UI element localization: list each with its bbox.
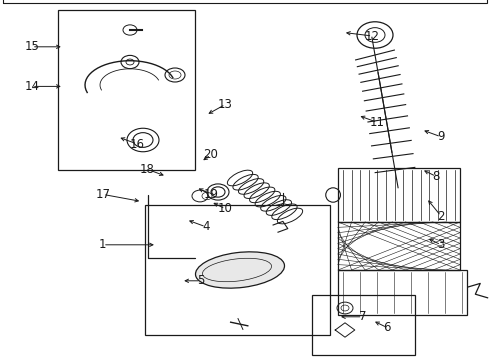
Text: 16: 16 bbox=[130, 138, 145, 150]
Text: 2: 2 bbox=[437, 210, 445, 222]
Bar bbox=[312, 295, 415, 355]
Text: 17: 17 bbox=[96, 188, 110, 201]
Bar bbox=[338, 168, 460, 222]
Text: 4: 4 bbox=[202, 220, 210, 233]
Text: 8: 8 bbox=[432, 170, 440, 183]
Text: 13: 13 bbox=[218, 98, 233, 111]
Text: 1: 1 bbox=[99, 238, 107, 251]
Ellipse shape bbox=[196, 252, 285, 288]
Text: 11: 11 bbox=[370, 116, 385, 129]
Text: 20: 20 bbox=[203, 148, 218, 161]
Bar bbox=[338, 222, 460, 270]
Text: 3: 3 bbox=[437, 238, 445, 251]
Text: 15: 15 bbox=[24, 40, 39, 53]
Text: 18: 18 bbox=[140, 163, 154, 176]
Text: 9: 9 bbox=[437, 130, 445, 143]
Text: 6: 6 bbox=[383, 321, 391, 334]
Bar bbox=[338, 270, 467, 315]
Text: 7: 7 bbox=[359, 310, 367, 323]
Bar bbox=[58, 10, 195, 170]
Text: 19: 19 bbox=[203, 188, 218, 201]
Text: 14: 14 bbox=[24, 80, 39, 93]
Text: 10: 10 bbox=[218, 202, 233, 215]
Text: 12: 12 bbox=[365, 30, 380, 42]
Bar bbox=[145, 205, 330, 335]
Text: 5: 5 bbox=[197, 274, 205, 287]
